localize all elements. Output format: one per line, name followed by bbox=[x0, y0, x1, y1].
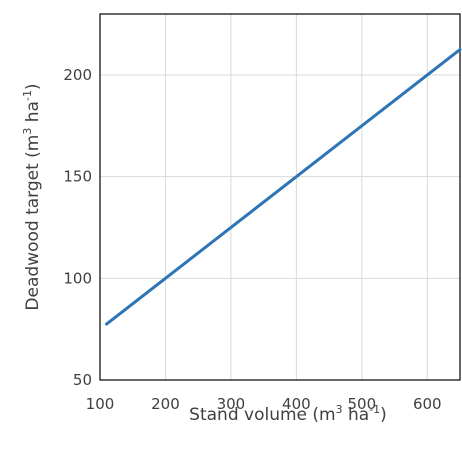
series-line-0 bbox=[105, 48, 462, 326]
x-tick-label: 200 bbox=[151, 395, 180, 413]
y-axis-title-middle: ha bbox=[23, 101, 43, 128]
x-tick-label: 500 bbox=[347, 395, 376, 413]
grid bbox=[99, 14, 460, 381]
y-axis-title: Deadwood target (m3 ha-1) bbox=[21, 83, 43, 310]
x-tick-label: 300 bbox=[217, 395, 246, 413]
x-tick-labels: 100 200 300 400 500 600 bbox=[86, 395, 442, 413]
x-tick-label: 100 bbox=[86, 395, 115, 413]
x-axis-title-suffix: ) bbox=[380, 405, 387, 425]
y-tick-label: 50 bbox=[73, 371, 92, 389]
series-layer bbox=[105, 48, 462, 326]
x-axis-title-middle: ha bbox=[343, 405, 370, 425]
y-axis-title-suffix: ) bbox=[23, 83, 43, 90]
x-tick-label: 600 bbox=[413, 395, 442, 413]
y-axis-title-sup1: 3 bbox=[21, 128, 34, 135]
x-axis-title-sup1: 3 bbox=[336, 403, 343, 416]
plot-frame bbox=[99, 13, 461, 381]
y-tick-label: 100 bbox=[63, 269, 92, 287]
y-axis-title-prefix: Deadwood target (m bbox=[23, 135, 43, 311]
y-axis-title-sup2: -1 bbox=[21, 90, 34, 101]
y-tick-labels: 50 100 150 200 bbox=[63, 66, 92, 389]
y-tick-label: 150 bbox=[63, 168, 92, 186]
x-tick-label: 400 bbox=[282, 395, 311, 413]
x-axis-title: Stand volume (m3 ha-1) bbox=[189, 403, 387, 425]
x-axis-title-prefix: Stand volume (m bbox=[189, 405, 335, 425]
x-axis-title-sup2: -1 bbox=[369, 403, 380, 416]
y-tick-label: 200 bbox=[63, 66, 92, 84]
